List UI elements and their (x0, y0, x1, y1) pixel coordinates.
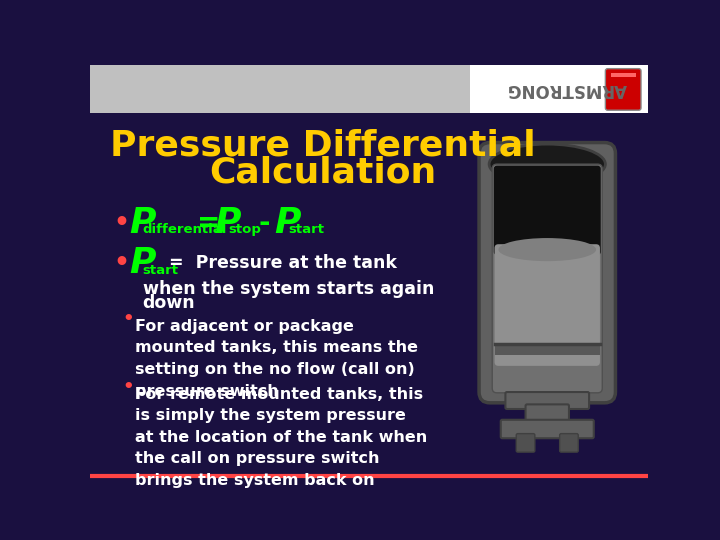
Text: =  Pressure at the tank: = Pressure at the tank (169, 254, 397, 273)
Text: differential: differential (143, 223, 227, 236)
Text: Pressure Differential: Pressure Differential (109, 129, 535, 163)
Text: when the system starts again: when the system starts again (143, 280, 434, 299)
Bar (90, 65, 469, 112)
Bar (495, 345, 600, 355)
Text: start: start (289, 223, 325, 236)
Ellipse shape (498, 238, 596, 261)
FancyBboxPatch shape (479, 143, 616, 403)
FancyBboxPatch shape (505, 392, 589, 409)
Text: down: down (143, 294, 195, 312)
Text: P: P (274, 206, 301, 240)
FancyBboxPatch shape (500, 420, 594, 438)
Bar (611, 72, 636, 77)
FancyBboxPatch shape (526, 404, 569, 424)
Text: For adjacent or package
mounted tanks, this means the
setting on the no flow (ca: For adjacent or package mounted tanks, t… (135, 319, 418, 399)
Bar (90, 112, 648, 481)
Text: •: • (113, 252, 130, 275)
Text: ARMSTRONG: ARMSTRONG (507, 80, 626, 98)
FancyBboxPatch shape (495, 244, 600, 366)
Text: -: - (259, 208, 271, 237)
Bar (469, 65, 648, 112)
Text: P: P (129, 246, 156, 280)
FancyBboxPatch shape (516, 434, 535, 452)
Text: stop: stop (228, 223, 261, 236)
Text: start: start (143, 264, 179, 277)
Text: •: • (122, 377, 134, 396)
Text: P: P (214, 206, 240, 240)
Text: For remote mounted tanks, this
is simply the system pressure
at the location of : For remote mounted tanks, this is simply… (135, 387, 427, 488)
FancyBboxPatch shape (492, 164, 602, 393)
FancyBboxPatch shape (606, 69, 641, 110)
FancyBboxPatch shape (559, 434, 578, 452)
Ellipse shape (489, 144, 606, 184)
Text: P: P (129, 206, 156, 240)
Text: •: • (122, 310, 134, 328)
Text: =: = (197, 208, 220, 237)
Text: Calculation: Calculation (209, 156, 436, 190)
Text: •: • (113, 211, 130, 235)
FancyBboxPatch shape (494, 166, 600, 255)
